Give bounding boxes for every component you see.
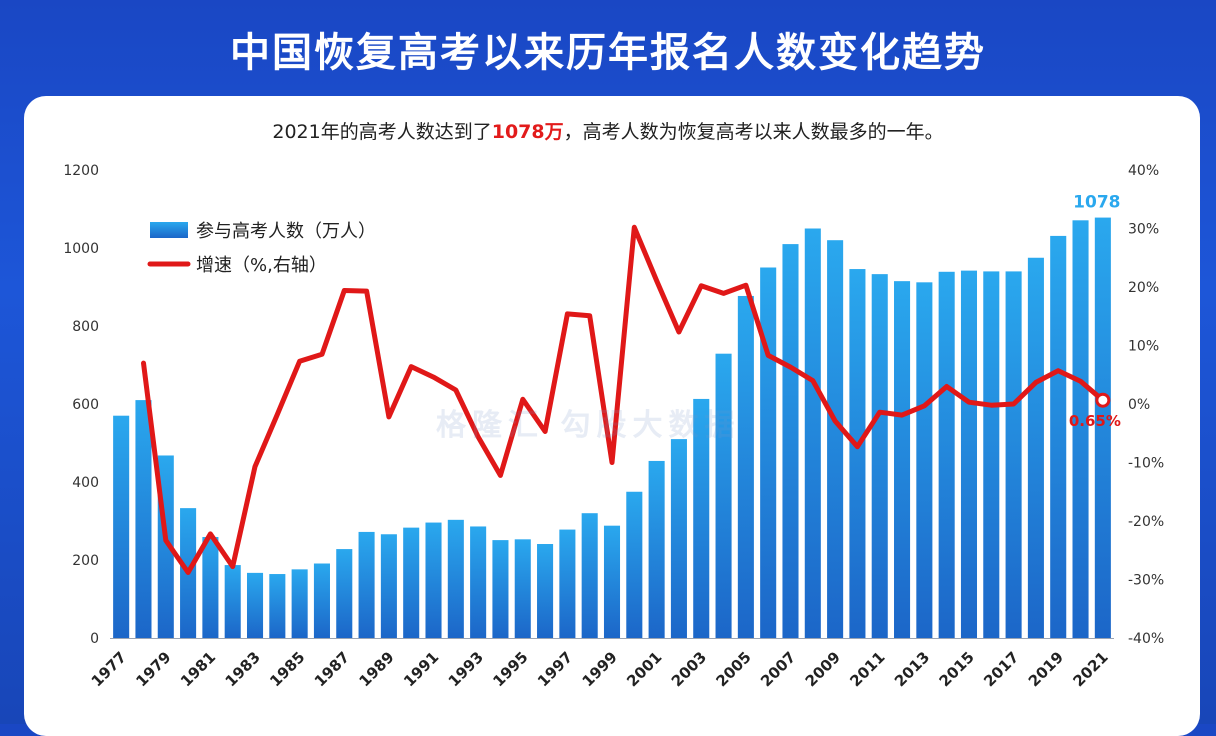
bar [246,572,264,638]
x-tick-label: 1979 [132,648,174,690]
legend-label-line: 增速（%,右轴） [196,255,327,276]
bar [603,525,621,638]
y-left-tick-label: 200 [72,553,99,569]
y-right-tick-label: 0% [1128,397,1150,413]
bar [804,228,821,638]
y-right-tick-label: 30% [1128,222,1159,238]
bar [514,539,531,638]
bar [916,282,933,638]
growth-rate-line [141,224,1106,575]
legend-label-bars: 参与高考人数（万人） [196,221,376,242]
x-tick-label: 1987 [311,648,353,690]
bar [871,274,888,638]
x-tick-label: 1993 [445,648,487,690]
y-left-tick-label: 800 [72,319,99,335]
bar [938,271,955,638]
x-tick-label: 2015 [936,648,978,690]
bar [224,565,241,638]
x-tick-label: 1985 [266,648,308,690]
bar [1094,217,1111,638]
x-tick-label: 2011 [846,648,888,690]
x-tick-label: 1999 [579,648,621,690]
last-bar-label: 1078 [1073,193,1120,213]
bar [1050,235,1067,638]
bar [626,491,643,638]
y-left-tick-label: 0 [90,631,99,647]
y-left-tick-label: 1000 [63,241,99,257]
bar [648,460,665,638]
x-tick-label: 2017 [980,648,1022,690]
bar [492,540,509,638]
x-tick-label: 2021 [1069,648,1111,690]
bar [760,267,777,638]
x-tick-label: 2019 [1025,648,1067,690]
bar [336,549,353,638]
bar [135,400,152,638]
bar [470,526,487,638]
bar [1072,220,1089,638]
x-tick-label: 1977 [88,648,130,690]
y-right-tick-label: -40% [1128,631,1164,647]
bar [358,531,375,638]
y-right-tick-label: 20% [1128,280,1159,296]
last-point-label: 0.65% [1069,412,1121,430]
subtitle-text-before: 2021年的高考人数达到了 [272,121,492,143]
x-tick-label: 2003 [668,648,710,690]
y-right-tick-label: -10% [1128,456,1164,472]
annotations-layer: 1078 0.65% [1069,193,1121,431]
x-tick-label: 1995 [489,648,531,690]
bar [782,244,799,638]
bar [827,240,844,638]
x-tick-label: 2005 [712,648,754,690]
bar [113,415,130,638]
chart-legend: 参与高考人数（万人） 增速（%,右轴） [147,221,376,276]
bar [849,269,866,638]
y-left-tick-label: 400 [72,475,99,491]
y-right-tick-label: -20% [1128,514,1164,530]
bar [737,295,754,638]
subtitle-text-after: ，高考人数为恢复高考以来人数最多的一年。 [563,121,944,143]
line-layer [141,224,1111,575]
x-tick-label: 2001 [623,648,665,690]
x-tick-label: 1991 [400,648,442,690]
y-left-tick-label: 600 [72,397,99,413]
x-tick-label: 2013 [891,648,933,690]
y-right-tick-label: 40% [1128,163,1159,179]
bar [447,519,464,638]
bar [693,398,710,638]
bar [425,522,442,638]
x-tick-label: 2009 [802,648,844,690]
bar [670,439,687,638]
bar [313,563,330,638]
bar [715,353,732,638]
bar [1027,257,1044,638]
bar [559,529,576,638]
bar [581,513,598,638]
bar [202,536,219,638]
y-right-tick-label: 10% [1128,339,1159,355]
legend-swatch-bars [150,222,188,238]
bar [269,574,286,638]
chart-subtitle: 2021年的高考人数达到了1078万，高考人数为恢复高考以来人数最多的一年。 [0,117,1216,144]
last-point-marker [1095,392,1111,408]
x-tick-label: 1981 [177,648,219,690]
x-tick-label: 1997 [534,648,576,690]
y-left-tick-label: 1200 [63,163,99,179]
bar [960,270,978,638]
x-tick-label: 1989 [355,648,397,690]
bar [983,271,1000,638]
bar [291,569,308,638]
bar [380,534,397,638]
y-right-tick-label: -30% [1128,573,1164,589]
subtitle-highlight: 1078万 [491,121,564,143]
bar [1005,271,1022,638]
x-tick-label: 1983 [222,648,264,690]
x-tick-label: 2007 [757,648,799,690]
bars-layer [113,217,1111,638]
bar [537,544,554,638]
page-title: 中国恢复高考以来历年报名人数变化趋势 [230,30,986,76]
bar [403,527,420,638]
bar [894,281,911,638]
